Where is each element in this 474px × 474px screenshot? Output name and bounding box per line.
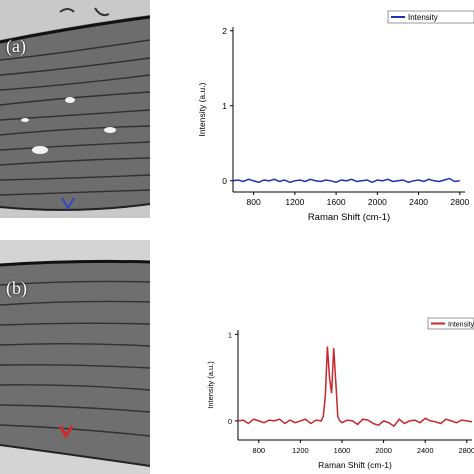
x-tick-label: 2000 xyxy=(368,197,387,207)
x-tick-label: 2400 xyxy=(409,197,428,207)
y-tick-label: 1 xyxy=(222,101,227,111)
legend-box-b xyxy=(427,317,474,330)
legend-box-a xyxy=(387,10,474,24)
y-tick-label: 1 xyxy=(228,330,232,339)
legend-label-a: Intensity xyxy=(408,13,438,22)
micrograph-a: (a) xyxy=(0,0,150,218)
x-tick-label: 1200 xyxy=(285,197,304,207)
y-axis-label: Intensity (a.u.) xyxy=(206,361,215,409)
series-line-a xyxy=(232,177,460,184)
arrow-marker-b-icon xyxy=(58,425,74,439)
x-tick-label: 1200 xyxy=(292,446,309,455)
x-tick-label: 2000 xyxy=(375,446,392,455)
x-tick-label: 800 xyxy=(247,197,261,207)
y-tick-label: 0 xyxy=(222,176,227,186)
micrograph-b: (b) xyxy=(0,240,150,474)
x-axis-label: Raman Shift (cm-1) xyxy=(308,212,390,223)
x-tick-label: 2800 xyxy=(450,197,469,207)
series-line-b xyxy=(237,346,473,428)
x-tick-label: 1600 xyxy=(334,446,351,455)
panel-label-a: (a) xyxy=(6,36,26,56)
x-axis-label: Raman Shift (cm-1) xyxy=(318,460,392,470)
x-tick-label: 1600 xyxy=(327,197,346,207)
legend-label-b: Intensity xyxy=(448,322,474,329)
micrograph-b-image xyxy=(0,240,150,474)
x-tick-label: 2400 xyxy=(417,446,434,455)
panel-label-b: (b) xyxy=(6,278,27,298)
micrograph-a-image xyxy=(0,0,150,218)
x-tick-label: 800 xyxy=(253,446,266,455)
y-axis-label: Intensity (a.u.) xyxy=(197,82,207,136)
y-tick-label: 0 xyxy=(228,417,232,426)
x-tick-label: 2800 xyxy=(458,446,474,455)
y-tick-label: 2 xyxy=(222,26,227,36)
arrow-marker-a-icon xyxy=(61,197,75,210)
